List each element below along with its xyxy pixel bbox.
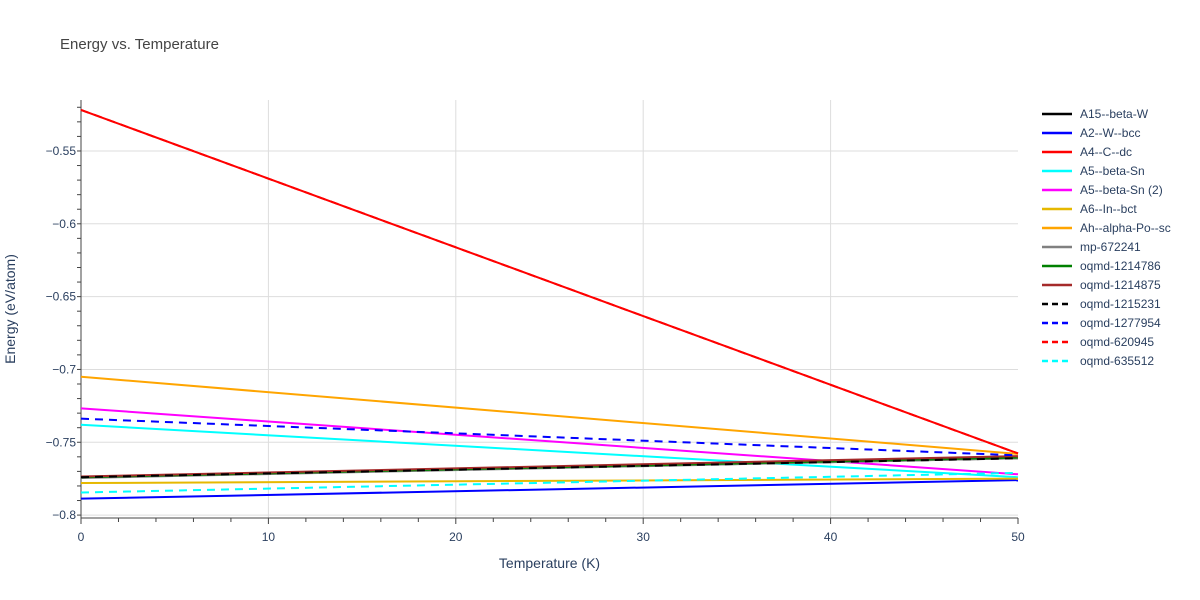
legend-swatch xyxy=(1042,169,1072,172)
legend-label: oqmd-635512 xyxy=(1080,353,1155,368)
x-tick-label: 10 xyxy=(262,530,276,544)
legend-label: A5--beta-Sn xyxy=(1080,163,1145,178)
legend-label: A4--C--dc xyxy=(1080,144,1133,159)
legend-item[interactable]: oqmd-1214875 xyxy=(1040,275,1171,294)
legend-item[interactable]: A6--In--bct xyxy=(1040,199,1171,218)
legend-label: Ah--alpha-Po--sc xyxy=(1080,220,1171,235)
legend-item[interactable]: A4--C--dc xyxy=(1040,142,1171,161)
legend-swatch xyxy=(1042,150,1072,153)
legend-swatch xyxy=(1042,131,1072,134)
series-line-oqmd-620945 xyxy=(80,108,1019,455)
legend-item[interactable]: oqmd-1215231 xyxy=(1040,294,1171,313)
legend-label: oqmd-620945 xyxy=(1080,334,1155,349)
y-tick-label: −0.8 xyxy=(52,508,76,522)
series-line-a6-in-bct xyxy=(80,477,1019,485)
y-tick-label: −0.55 xyxy=(46,144,77,158)
legend-item[interactable]: oqmd-1214786 xyxy=(1040,256,1171,275)
legend-label: oqmd-1214786 xyxy=(1080,258,1161,273)
legend-label: oqmd-1214875 xyxy=(1080,277,1161,292)
y-tick-label: −0.65 xyxy=(46,290,77,304)
series-line-a4-c-dc xyxy=(80,108,1019,455)
legend-swatch xyxy=(1042,188,1072,191)
legend-item[interactable]: Ah--alpha-Po--sc xyxy=(1040,218,1171,237)
legend-label: mp-672241 xyxy=(1080,239,1141,254)
legend-item[interactable]: A5--beta-Sn xyxy=(1040,161,1171,180)
x-tick-label: 50 xyxy=(1011,530,1025,544)
legend-swatch xyxy=(1042,340,1072,343)
y-axis-label: Energy (eV/atom) xyxy=(2,254,18,364)
legend-item[interactable]: A15--beta-W xyxy=(1040,104,1171,123)
x-tick-label: 20 xyxy=(449,530,463,544)
legend-item[interactable]: oqmd-1277954 xyxy=(1040,313,1171,332)
series-line-oqmd-1215231 xyxy=(80,457,1019,479)
x-tick-label: 40 xyxy=(824,530,838,544)
legend: A15--beta-W A2--W--bcc A4--C--dc A5--beta-S… xyxy=(1040,104,1171,370)
y-tick-label: −0.75 xyxy=(46,435,77,449)
y-tick-label: −0.7 xyxy=(52,362,76,376)
x-tick-label: 0 xyxy=(78,530,85,544)
legend-item[interactable]: oqmd-620945 xyxy=(1040,332,1171,351)
legend-swatch xyxy=(1042,245,1072,248)
legend-swatch xyxy=(1042,359,1072,362)
legend-swatch xyxy=(1042,112,1072,115)
legend-label: oqmd-1215231 xyxy=(1080,296,1161,311)
series-line-oqmd-1277954 xyxy=(80,417,1019,457)
series-line-a2-w-bcc xyxy=(80,479,1019,500)
legend-item[interactable]: oqmd-635512 xyxy=(1040,351,1171,370)
legend-label: A15--beta-W xyxy=(1080,106,1149,121)
legend-item[interactable]: A5--beta-Sn (2) xyxy=(1040,180,1171,199)
x-axis-label: Temperature (K) xyxy=(499,555,600,571)
legend-swatch xyxy=(1042,321,1072,324)
x-tick-label: 30 xyxy=(637,530,651,544)
legend-swatch xyxy=(1042,207,1072,210)
y-tick-label: −0.6 xyxy=(52,217,76,231)
legend-label: A2--W--bcc xyxy=(1080,125,1141,140)
legend-item[interactable]: mp-672241 xyxy=(1040,237,1171,256)
legend-swatch xyxy=(1042,226,1072,229)
legend-label: A5--beta-Sn (2) xyxy=(1080,182,1163,197)
series-line-oqmd-635512 xyxy=(80,471,1019,494)
chart-title: Energy vs. Temperature xyxy=(60,36,219,53)
legend-item[interactable]: A2--W--bcc xyxy=(1040,123,1171,142)
series-line-ah-alpha-po-sc xyxy=(80,375,1019,455)
legend-swatch xyxy=(1042,283,1072,286)
legend-label: oqmd-1277954 xyxy=(1080,315,1161,330)
legend-swatch xyxy=(1042,264,1072,267)
series-line-a5-beta-sn-2- xyxy=(80,407,1019,476)
legend-swatch xyxy=(1042,302,1072,305)
legend-label: A6--In--bct xyxy=(1080,201,1137,216)
series-line-a5-beta-sn xyxy=(80,423,1019,479)
